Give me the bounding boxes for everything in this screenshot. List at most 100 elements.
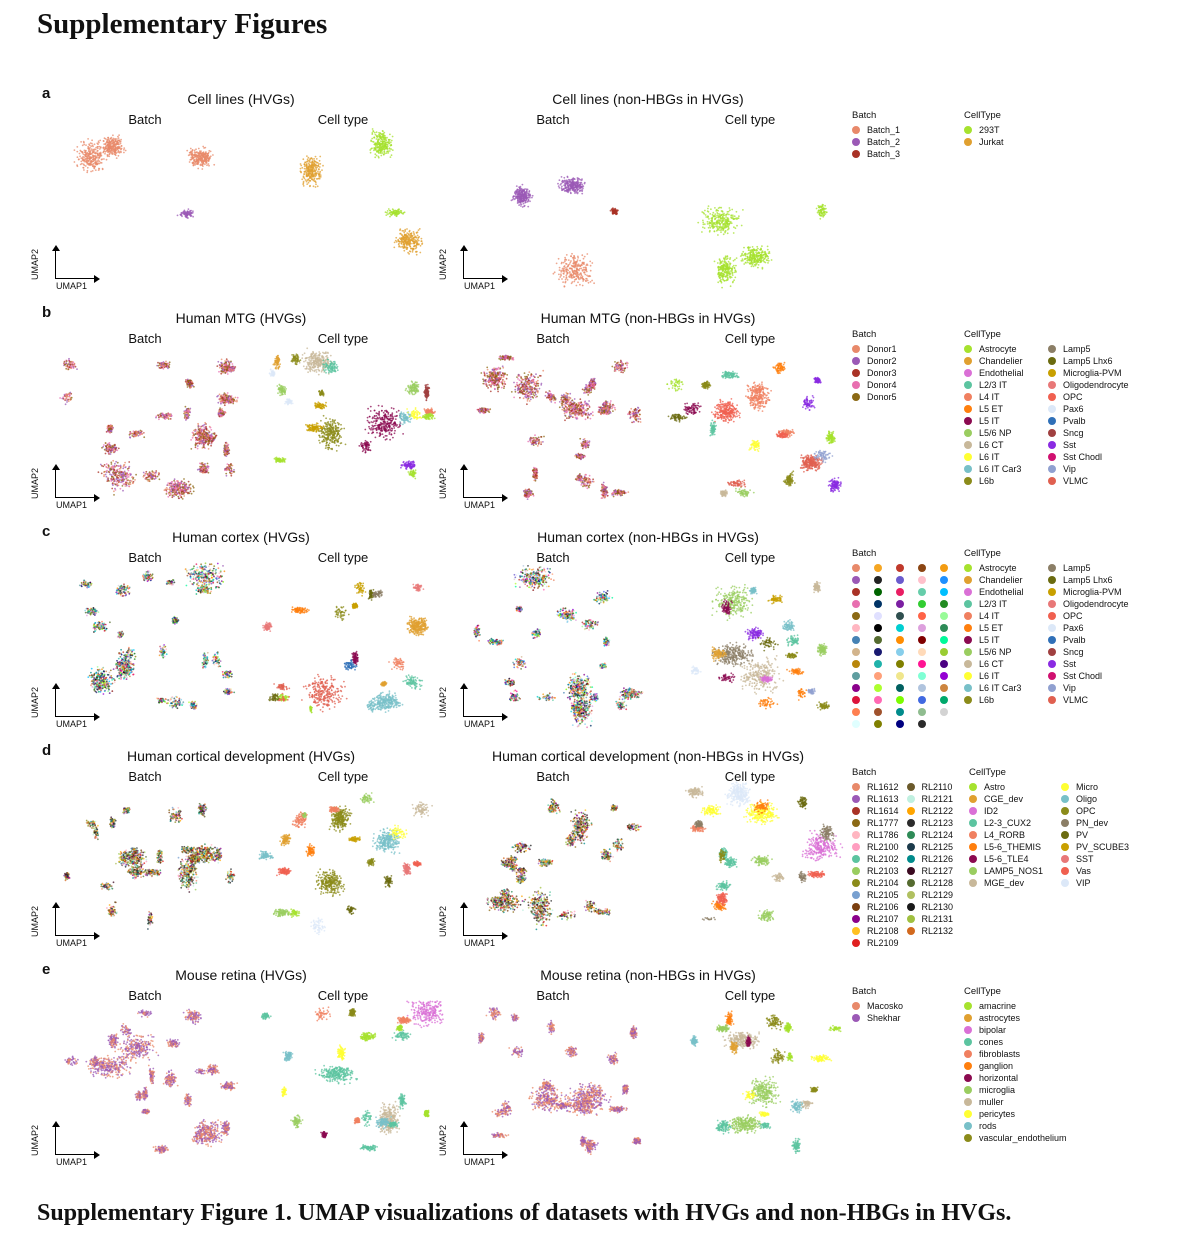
batch-legend: Batch Macosko Shekhar — [852, 986, 903, 1024]
legend-item: cones — [964, 1036, 1067, 1048]
celltype-umap-plot — [250, 780, 445, 950]
legend-dot-icon — [896, 576, 904, 584]
arrow-up-icon — [460, 464, 468, 470]
legend-item: PV_SCUBE3 — [1061, 841, 1129, 853]
legend-item: Astrocyte — [964, 562, 1040, 574]
legend-label: VLMC — [1063, 476, 1088, 486]
y-axis-label: UMAP2 — [30, 687, 40, 718]
figure-panel-c: c Human cortex (HVGs) Human cortex (non-HB… — [0, 523, 1181, 742]
legend-label: Pax6 — [1063, 623, 1084, 633]
legend-dot-icon — [874, 576, 882, 584]
right-block-title: Human cortical development (non-HBGs in … — [492, 748, 804, 764]
legend-label: RL2107 — [867, 914, 899, 924]
legend-label: L6 IT Car3 — [979, 683, 1021, 693]
legend-item: RL2100 — [852, 841, 899, 853]
legend-label: VIP — [1076, 878, 1091, 888]
legend-dot-icon — [1048, 357, 1056, 365]
legend-label: Endothelial — [979, 587, 1024, 597]
legend-columns: Donor1 Donor2 Donor3 Donor4 Donor5 — [852, 343, 897, 403]
legend-label: Lamp5 — [1063, 344, 1091, 354]
legend-label: OPC — [1076, 806, 1096, 816]
legend-label: Micro — [1076, 782, 1098, 792]
legend-dot-icon — [852, 939, 860, 947]
legend-item: L5 IT — [964, 415, 1040, 427]
legend-columns: 293T Jurkat — [964, 124, 1004, 148]
y-axis-line — [463, 907, 465, 935]
legend-dot-icon — [906, 927, 915, 935]
legend-dot-icon — [918, 672, 926, 680]
legend-dot-icon — [852, 795, 860, 803]
y-axis-line — [463, 688, 465, 716]
celltype-umap-plot — [658, 561, 853, 731]
legend-dot-icon — [964, 636, 972, 644]
legend-dot-icon — [940, 708, 948, 716]
celltype-subtitle: Cell type — [318, 988, 369, 1003]
left-block-title: Human cortex (HVGs) — [172, 529, 310, 545]
legend-dot-icon — [940, 564, 948, 572]
legend-columns: Batch_1 Batch_2 Batch_3 — [852, 124, 900, 160]
legend-label: RL2123 — [922, 818, 954, 828]
legend-label: ganglion — [979, 1061, 1013, 1071]
legend-dot-icon — [964, 1038, 972, 1046]
legend-item: L5 IT — [964, 634, 1040, 646]
legend-label: VLMC — [1063, 695, 1088, 705]
legend-dot-icon — [1048, 672, 1056, 680]
legend-item: RL1613 — [852, 793, 899, 805]
batch-legend: Batch RL1612 RL1613 RL1614 RL1777 RL1786 RL210… — [852, 767, 953, 949]
legend-dot-icon — [852, 150, 860, 158]
legend-dot-icon — [964, 126, 972, 134]
celltype-umap-plot — [250, 123, 445, 293]
legend-dot-icon — [874, 708, 882, 716]
arrow-right-icon — [502, 713, 508, 721]
arrow-up-icon — [52, 683, 60, 689]
x-axis-line — [55, 716, 95, 718]
legend-item: L5 ET — [964, 403, 1040, 415]
legend-label: RL1612 — [867, 782, 899, 792]
legend-title: Batch — [852, 329, 897, 340]
legend-dot-icon — [852, 672, 860, 680]
legend-dot-icon — [1048, 696, 1056, 704]
celltype-subtitle: Cell type — [318, 769, 369, 784]
batch-subtitle: Batch — [128, 112, 161, 127]
x-axis-line — [463, 716, 503, 718]
batch-subtitle: Batch — [536, 331, 569, 346]
legend-label: Sncg — [1063, 428, 1084, 438]
celltype-subtitle: Cell type — [725, 331, 776, 346]
legend-dot-icon — [964, 1134, 972, 1142]
legend-dot-icon — [852, 636, 860, 644]
x-axis-line — [463, 278, 503, 280]
legend-dot-icon — [964, 624, 972, 632]
figure-panel-a: a Cell lines (HVGs) Cell lines (non-HBGs i… — [0, 85, 1181, 304]
legend-dot-icon — [940, 696, 948, 704]
legend-item: Chandelier — [964, 355, 1040, 367]
batch-subtitle: Batch — [536, 769, 569, 784]
arrow-up-icon — [52, 1121, 60, 1127]
legend-dot-icon — [906, 903, 915, 911]
legend-item: MGE_dev — [969, 877, 1053, 889]
legend-dot-icon — [874, 696, 882, 704]
legend-item: Oligo — [1061, 793, 1129, 805]
legend-label: Sncg — [1063, 647, 1084, 657]
legend-label: muller — [979, 1097, 1004, 1107]
legend-label: cones — [979, 1037, 1003, 1047]
legend-dot-icon — [969, 807, 977, 815]
legend-dot-icon — [852, 138, 860, 146]
batch-umap-plot — [52, 780, 247, 950]
legend-label: PV_SCUBE3 — [1076, 842, 1129, 852]
legend-label: Donor1 — [867, 344, 897, 354]
legend-item: Batch_2 — [852, 136, 900, 148]
celltype-umap-plot — [250, 561, 445, 731]
legend-dot-icon — [1061, 795, 1069, 803]
batch-legend: Batch — [852, 548, 962, 730]
legend-dot-icon — [964, 369, 972, 377]
x-axis-label: UMAP1 — [56, 938, 87, 948]
legend-dot-icon — [896, 708, 904, 716]
legend-dot-icon — [1048, 405, 1056, 413]
legend-item: Vas — [1061, 865, 1129, 877]
right-block-title: Human MTG (non-HBGs in HVGs) — [541, 310, 756, 326]
legend-dot-icon — [918, 624, 926, 632]
legend-dot-icon — [874, 672, 882, 680]
legend-item: Lamp5 Lhx6 — [1048, 574, 1129, 586]
legend-dot-icon — [906, 843, 915, 851]
legend-dot-icon — [896, 600, 904, 608]
